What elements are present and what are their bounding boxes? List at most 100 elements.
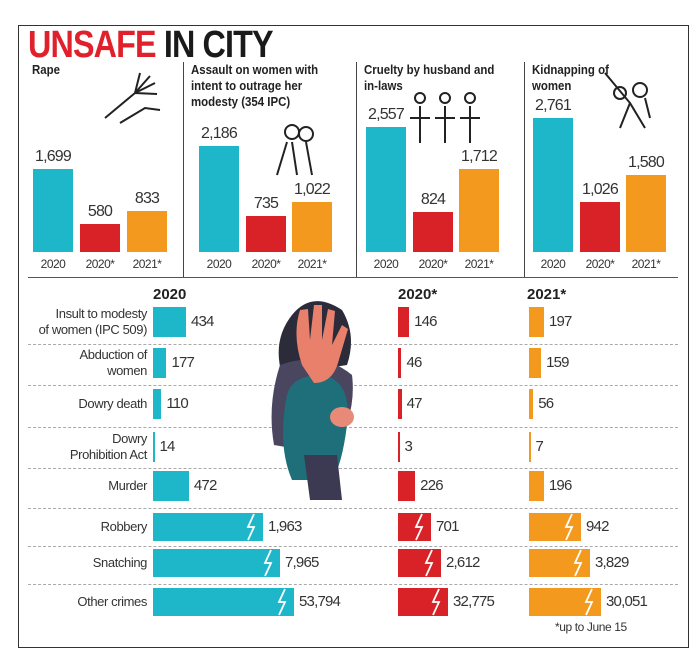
- value-label: 1,712: [460, 147, 498, 165]
- hbar-2020*: [398, 513, 431, 541]
- row-label-line: Robbery: [100, 519, 148, 534]
- row-separator: [28, 583, 678, 585]
- year-label: 2020: [40, 257, 66, 271]
- bar-2020*: [580, 202, 620, 252]
- family-icon: [405, 88, 485, 158]
- row-label-line: Insult to modesty: [55, 306, 148, 321]
- bar-2020: [533, 117, 573, 252]
- hbar-2020: [153, 549, 280, 577]
- row-label-line: Prohibition Act: [69, 447, 148, 462]
- column-header-2021*: 2021*: [527, 286, 567, 303]
- value-label: 226: [420, 477, 443, 494]
- kidnap-icon: [600, 68, 680, 138]
- value-label: 159: [546, 354, 569, 371]
- row-label-line: Dowry: [112, 431, 147, 446]
- hbar-2020: [153, 471, 189, 501]
- axis-break-icon: [262, 549, 274, 582]
- value-label: 434: [190, 313, 214, 330]
- column-header-2020*: 2020*: [398, 286, 438, 303]
- value-label: 735: [253, 195, 279, 213]
- row-label: Robbery: [100, 519, 148, 535]
- hbar-2020: [153, 513, 263, 541]
- year-label: 2020: [540, 257, 566, 271]
- title-part-unsafe: UNSAFE: [28, 24, 157, 66]
- row-separator: [28, 343, 678, 345]
- value-label: 942: [586, 518, 609, 535]
- value-label: 177: [171, 354, 195, 371]
- value-label: 2,761: [534, 96, 572, 114]
- value-label: 472: [193, 477, 217, 494]
- hbar-2020: [153, 348, 167, 378]
- row-label-line: Other crimes: [77, 594, 147, 609]
- value-label: 46: [406, 354, 422, 371]
- hbar-2021*: [529, 307, 544, 337]
- axis-break-icon: [245, 513, 257, 546]
- row-label-line: Snatching: [92, 555, 148, 570]
- row-separator: [28, 467, 678, 469]
- bar-2021*: [626, 175, 666, 252]
- hbar-2020: [153, 588, 294, 616]
- infographic-frame: [18, 25, 689, 648]
- row-label-line: Dowry death: [78, 396, 147, 411]
- infographic-title: UNSAFE IN CITY: [28, 24, 274, 67]
- axis-break-icon: [276, 588, 288, 621]
- footnote: *up to June 15: [555, 620, 627, 634]
- axis-break-icon: [413, 513, 425, 546]
- year-label: 2020*: [85, 257, 115, 271]
- row-separator: [28, 384, 678, 386]
- axis-break-icon: [423, 549, 435, 582]
- axis-break-icon: [572, 549, 584, 582]
- value-label: 824: [420, 190, 446, 208]
- value-label: 7: [535, 438, 544, 455]
- row-label-line: Murder: [108, 478, 147, 493]
- hbar-2021*: [529, 432, 531, 462]
- panel-divider: [356, 62, 357, 277]
- hbar-2020*: [398, 471, 416, 501]
- year-label: 2021*: [631, 257, 661, 271]
- row-label-line: of women (IPC 509): [38, 322, 148, 337]
- row-label: Snatching: [92, 555, 148, 571]
- year-label: 2020: [206, 257, 232, 271]
- row-label: Dowry death: [78, 396, 147, 412]
- value-label: 1,026: [581, 181, 619, 199]
- panel-divider: [183, 62, 184, 277]
- value-label: 56: [538, 395, 554, 412]
- bar-2021*: [292, 202, 332, 252]
- assault-icon: [262, 120, 342, 190]
- value-label: 701: [436, 518, 459, 535]
- row-label: Other crimes: [77, 594, 147, 610]
- row-label-line: Abduction of: [79, 347, 148, 362]
- section-divider: [28, 277, 678, 278]
- value-label: 7,965: [285, 554, 319, 571]
- axis-break-icon: [583, 588, 595, 621]
- hands-icon: [95, 68, 175, 138]
- year-label: 2020: [373, 257, 399, 271]
- value-label: 197: [548, 313, 572, 330]
- row-label: Murder: [108, 478, 147, 494]
- bar-2020*: [246, 216, 286, 252]
- hbar-2020*: [398, 389, 402, 419]
- bar-2020*: [413, 211, 453, 252]
- crouching-woman-illustration: [271, 301, 354, 500]
- value-label: 1,963: [268, 518, 302, 535]
- value-label: 2,612: [446, 554, 480, 571]
- value-label: 3: [404, 438, 413, 455]
- bar-2021*: [127, 211, 167, 252]
- year-label: 2020*: [418, 257, 448, 271]
- value-label: 580: [87, 202, 113, 220]
- row-label: Dowry Prohibition Act: [69, 431, 148, 463]
- value-label: 47: [406, 395, 423, 412]
- value-label: 1,022: [293, 181, 331, 199]
- row-label: Abduction of women: [79, 347, 148, 379]
- panel-title: Kidnapping of women: [532, 62, 609, 93]
- hbar-2021*: [529, 348, 542, 378]
- bar-2020: [199, 145, 239, 252]
- panel-divider: [524, 62, 525, 277]
- value-label: 2,557: [367, 106, 405, 124]
- value-label: 110: [166, 395, 188, 412]
- bar-2021*: [459, 168, 499, 252]
- panel-title: Assault on women with intent to outrage …: [191, 62, 319, 109]
- hbar-2020*: [398, 348, 402, 378]
- axis-break-icon: [563, 513, 575, 546]
- value-label: 2,186: [200, 124, 238, 142]
